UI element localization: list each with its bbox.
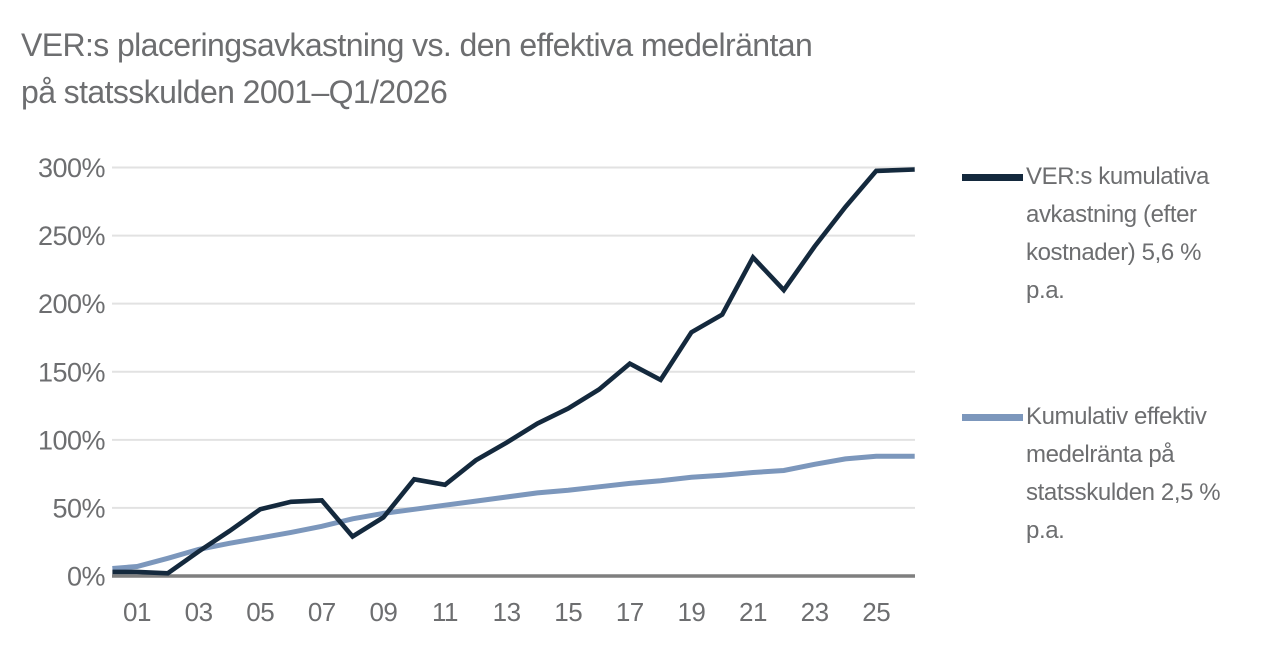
legend-item-ver: VER:s kumulativa avkastning (efter kostnad… xyxy=(962,158,1261,310)
legend-swatch-ver xyxy=(962,174,1023,181)
y-tick-label: 300% xyxy=(38,153,106,183)
legend-label-debt: Kumulativ effektiv medelränta på statsskul… xyxy=(1026,398,1261,550)
legend-label-line: Kumulativ effektiv xyxy=(1026,403,1207,430)
legend-label-line: kostnader) 5,6 % xyxy=(1026,239,1202,266)
y-tick-label: 50% xyxy=(52,493,105,523)
y-tick-label: 200% xyxy=(38,289,106,319)
x-tick-label: 05 xyxy=(246,597,274,627)
x-tick-label: 17 xyxy=(616,597,644,627)
page-title: VER:s placeringsavkastning vs. den effek… xyxy=(21,22,1071,116)
legend-label-line: VER:s kumulativa xyxy=(1026,163,1209,190)
legend-label-line: statsskulden 2,5 % xyxy=(1026,479,1221,506)
series-line-debt xyxy=(112,453,915,571)
x-tick-label: 25 xyxy=(862,597,890,627)
x-tick-label: 15 xyxy=(554,597,582,627)
legend-label-line: medelränta på xyxy=(1026,441,1175,468)
y-tick-label: 0% xyxy=(67,562,106,592)
x-tick-label: 07 xyxy=(308,597,336,627)
x-tick-label: 21 xyxy=(739,597,767,627)
x-tick-label: 11 xyxy=(432,597,458,627)
page-title-line1: VER:s placeringsavkastning vs. den effek… xyxy=(21,27,813,63)
x-tick-label: 03 xyxy=(185,597,213,627)
x-tick-label: 23 xyxy=(801,597,829,627)
legend-label-line: avkastning (efter xyxy=(1026,201,1197,228)
y-tick-label: 100% xyxy=(38,425,106,455)
legend-label-line: p.a. xyxy=(1026,517,1065,544)
legend-label-ver: VER:s kumulativa avkastning (efter kostnad… xyxy=(1026,158,1261,310)
x-tick-label: 19 xyxy=(677,597,705,627)
legend-item-debt: Kumulativ effektiv medelränta på statsskul… xyxy=(962,398,1261,550)
y-tick-label: 150% xyxy=(38,357,106,387)
page-title-line2: på statsskulden 2001–Q1/2026 xyxy=(21,74,448,110)
legend-label-line: p.a. xyxy=(1026,277,1065,304)
series-line-ver xyxy=(112,167,915,576)
x-tick-label: 13 xyxy=(493,597,521,627)
y-tick-label: 250% xyxy=(38,221,106,251)
x-tick-label: 01 xyxy=(123,597,151,627)
legend-swatch-debt xyxy=(962,414,1023,421)
x-tick-label: 09 xyxy=(369,597,397,627)
